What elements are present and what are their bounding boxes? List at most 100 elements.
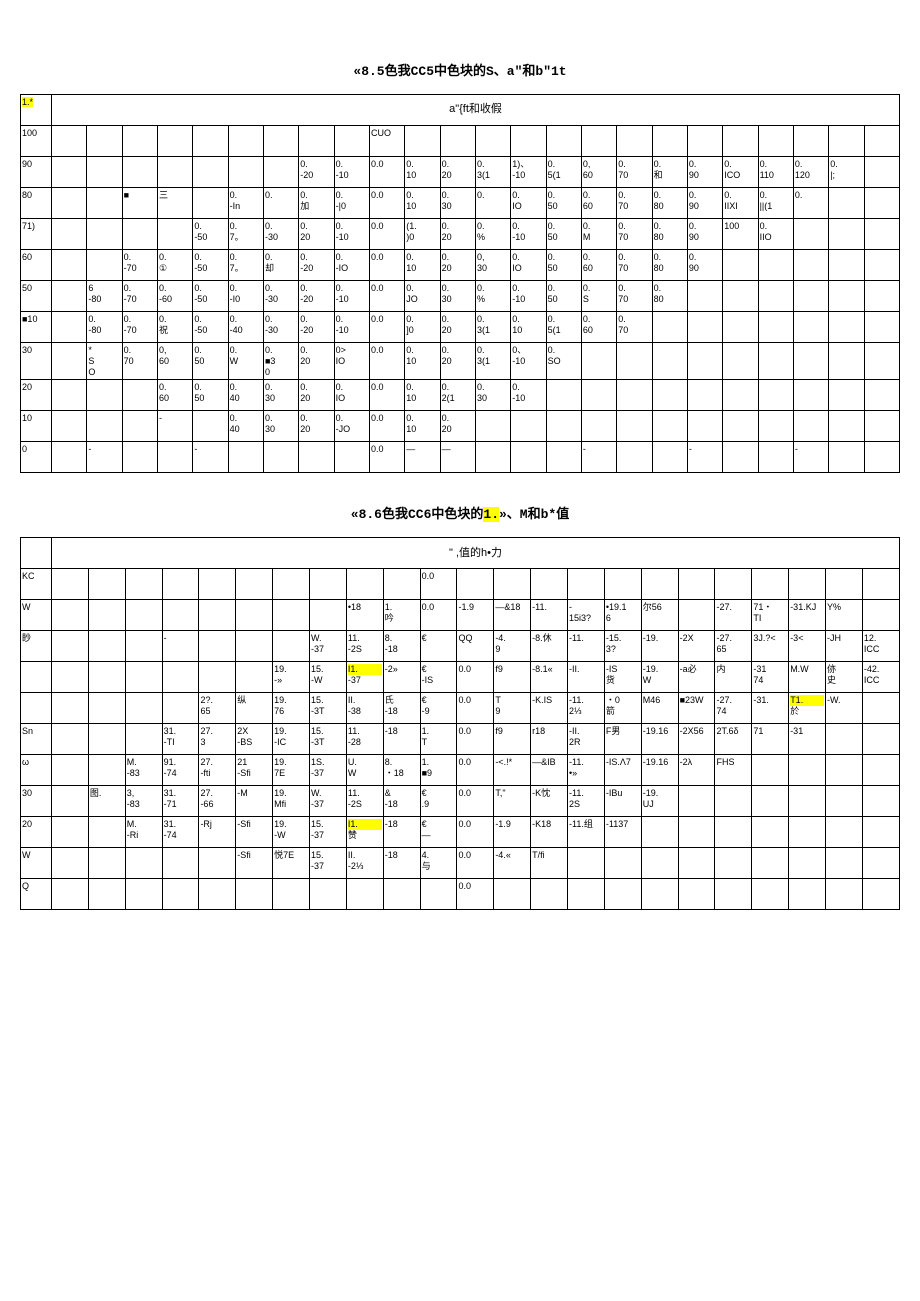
data-cell: -JH (826, 631, 863, 662)
row-label: Sn (21, 724, 52, 755)
data-cell (864, 442, 899, 473)
data-cell: 19.7E (273, 755, 310, 786)
data-cell (52, 411, 87, 442)
data-cell (236, 600, 273, 631)
data-cell: -19.W (641, 662, 678, 693)
data-cell (617, 126, 652, 157)
row-label: W (21, 848, 52, 879)
data-cell: 0.10 (405, 343, 440, 380)
data-cell: -Sfi (236, 817, 273, 848)
data-cell: 0.10 (511, 312, 546, 343)
data-cell (864, 250, 899, 281)
row-label: 20 (21, 380, 52, 411)
data-cell (793, 312, 828, 343)
data-cell: 0.90 (687, 157, 722, 188)
data-cell: M46 (641, 693, 678, 724)
data-cell: 0.-70 (122, 250, 157, 281)
data-cell: 0.-30 (263, 219, 298, 250)
data-cell (652, 126, 687, 157)
data-cell: 0.-20 (299, 250, 334, 281)
data-cell: 8.・18 (383, 755, 420, 786)
data-cell (793, 219, 828, 250)
row-label: 20 (21, 817, 52, 848)
data-cell (862, 755, 899, 786)
data-cell: 0.却 (263, 250, 298, 281)
row-label: W (21, 600, 52, 631)
data-cell: -11.组 (568, 817, 605, 848)
data-cell (758, 281, 793, 312)
data-cell: -18 (383, 848, 420, 879)
data-cell: 27.3 (199, 724, 236, 755)
data-cell: -1.9 (494, 817, 531, 848)
data-cell (193, 411, 228, 442)
data-cell: -31. (752, 693, 789, 724)
data-cell: 0.加 (299, 188, 334, 219)
data-cell (157, 219, 192, 250)
data-cell: 100 (723, 219, 758, 250)
data-cell (346, 569, 383, 600)
data-cell (715, 786, 752, 817)
data-cell: -<.!* (494, 755, 531, 786)
data-cell: 0.20 (299, 219, 334, 250)
data-cell: 0.0 (369, 411, 404, 442)
data-cell (440, 126, 475, 157)
data-cell (581, 343, 616, 380)
data-cell: 0.0 (369, 380, 404, 411)
data-cell: M.-Ri (125, 817, 162, 848)
row-label: 71) (21, 219, 52, 250)
data-cell: I1.赞 (346, 817, 383, 848)
data-cell: 0.和 (652, 157, 687, 188)
data-cell (752, 569, 789, 600)
row-label (21, 693, 52, 724)
data-cell: 0.-10 (511, 281, 546, 312)
data-cell: -3174 (752, 662, 789, 693)
data-cell: 2T.6δ (715, 724, 752, 755)
data-cell (687, 281, 722, 312)
data-cell: -19.16 (641, 724, 678, 755)
data-cell: 0.-20 (299, 281, 334, 312)
data-cell: 0.-I0 (228, 281, 263, 312)
data-cell: 4.与 (420, 848, 457, 879)
data-cell: 0.-50 (193, 219, 228, 250)
data-cell (715, 848, 752, 879)
data-cell: €.9 (420, 786, 457, 817)
data-cell: 0.0 (369, 343, 404, 380)
data-cell (641, 817, 678, 848)
data-cell: 0.50 (546, 188, 581, 219)
data-cell (652, 343, 687, 380)
data-cell (789, 755, 826, 786)
data-cell (52, 188, 87, 219)
data-cell: -27. (715, 600, 752, 631)
data-cell (793, 281, 828, 312)
data-cell (52, 600, 89, 631)
data-cell (228, 442, 263, 473)
data-cell (568, 569, 605, 600)
data-cell: 0.60 (157, 380, 192, 411)
data-cell: M.W (789, 662, 826, 693)
data-cell: 3,-83 (125, 786, 162, 817)
data-cell: 0.-10 (334, 219, 369, 250)
data-cell: -4.9 (494, 631, 531, 662)
data-cell (88, 817, 125, 848)
data-cell (157, 442, 192, 473)
data-cell (752, 786, 789, 817)
data-cell: 1.T (420, 724, 457, 755)
data-cell: 0.0 (457, 755, 494, 786)
data-cell: II.-2⅓ (346, 848, 383, 879)
data-cell (641, 569, 678, 600)
data-cell: T," (494, 786, 531, 817)
header-corner-cell (21, 538, 52, 569)
data-cell: -IS货 (604, 662, 641, 693)
data-cell: 0.IO (511, 188, 546, 219)
data-cell (864, 219, 899, 250)
data-cell: 0.30 (440, 188, 475, 219)
data-cell (263, 157, 298, 188)
data-cell: 0.20 (299, 380, 334, 411)
data-cell: 1S.-37 (310, 755, 347, 786)
data-cell (125, 662, 162, 693)
data-cell: 0.30 (263, 380, 298, 411)
data-cell (826, 817, 863, 848)
data-cell (862, 569, 899, 600)
data-cell: 0.20 (440, 219, 475, 250)
data-cell (829, 411, 864, 442)
